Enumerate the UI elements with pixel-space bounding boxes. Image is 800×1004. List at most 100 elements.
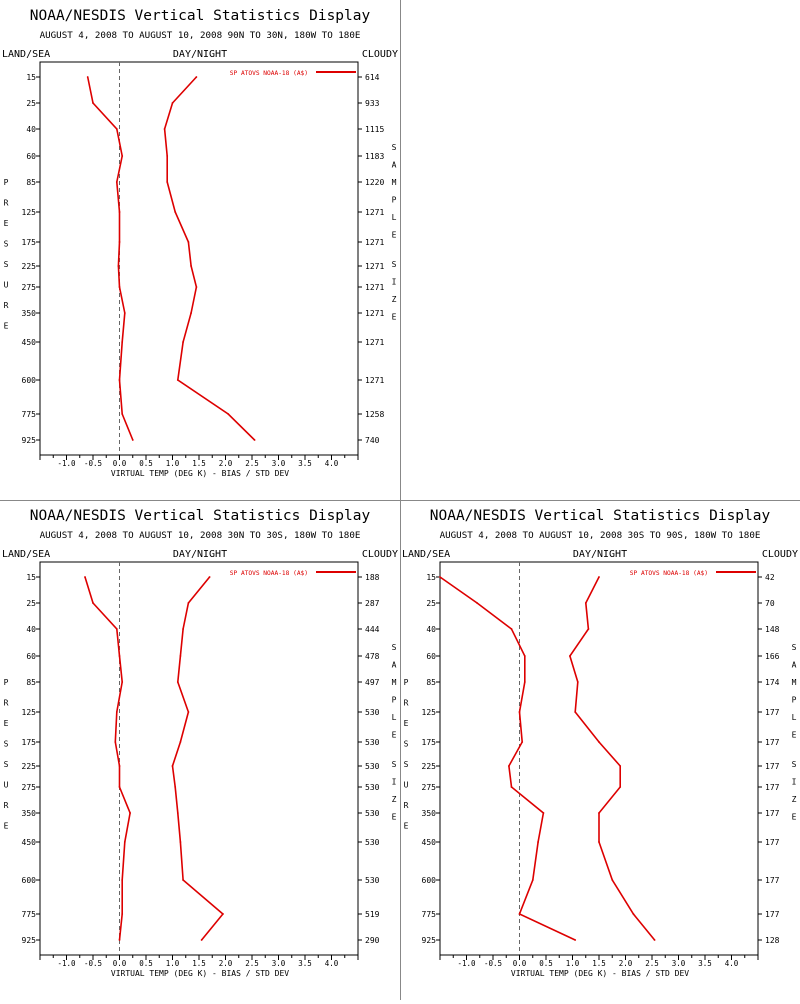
sample-size-label: 1271 [365, 208, 384, 217]
pressure-level-label: 225 [22, 762, 37, 771]
pressure-level-label: 15 [26, 573, 36, 582]
sample-size-label: 177 [765, 910, 780, 919]
sample-size-label: 530 [365, 762, 380, 771]
pressure-level-label: 85 [426, 678, 436, 687]
bias-point [518, 711, 521, 713]
stddev-point [598, 812, 600, 814]
sample-size-label: 177 [765, 838, 780, 847]
bias-point [118, 765, 121, 767]
stddev-point [171, 102, 174, 104]
stddev-point [190, 312, 193, 314]
stddev-point [584, 602, 587, 604]
bias-point [92, 102, 94, 104]
x-tick-label: -1.0 [57, 459, 76, 468]
pressure-level-label: 925 [22, 436, 37, 445]
sample-size-label: 1271 [365, 309, 384, 318]
sample-size-label: 1220 [365, 178, 384, 187]
pressure-level-label: 85 [26, 678, 36, 687]
bias-point [121, 413, 124, 415]
bias-point [84, 576, 86, 578]
bias-point [521, 741, 524, 743]
sample-size-label: 177 [765, 738, 780, 747]
pressure-level-label: 925 [22, 936, 37, 945]
pressure-level-label: 25 [426, 599, 436, 608]
x-tick-label: 0.5 [539, 959, 553, 968]
sample-size-label: 1271 [365, 262, 384, 271]
bias-point [114, 741, 117, 743]
pressure-level-label: 350 [422, 809, 437, 818]
x-tick-label: 2.0 [219, 459, 233, 468]
stddev-point [176, 379, 179, 381]
stddev-point [200, 939, 203, 941]
pressure-level-label: 60 [426, 652, 436, 661]
pressure-level-label: 25 [26, 599, 36, 608]
x-tick-label: 3.0 [272, 459, 286, 468]
pressure-level-label: 225 [22, 262, 37, 271]
bias-point [574, 939, 577, 941]
sample-size-label: 530 [365, 838, 380, 847]
sample-size-label: 933 [365, 99, 380, 108]
pressure-level-label: 175 [422, 738, 437, 747]
legend-label: SP ATOVS NOAA-18 (A$) [230, 570, 308, 577]
sample-size-label: 530 [365, 809, 380, 818]
bias-point [121, 681, 124, 683]
pressure-level-label: 275 [22, 783, 37, 792]
chart-title: NOAA/NESDIS Vertical Statistics Display [430, 508, 771, 524]
stddev-point [208, 576, 211, 578]
x-tick-label: 3.5 [698, 959, 712, 968]
x-tick-label: 3.0 [272, 959, 286, 968]
pressure-level-label: 225 [422, 762, 437, 771]
chart-svg: NOAA/NESDIS Vertical Statistics Display A… [2, 508, 398, 978]
x-tick-label: 0.0 [513, 959, 527, 968]
stddev-point [166, 155, 169, 157]
stddev-point [195, 286, 198, 288]
stddev-point [182, 341, 185, 343]
stddev-point [611, 879, 614, 881]
header-cloudy: CLOUDY [762, 549, 798, 560]
pressure-level-label: 350 [22, 809, 37, 818]
stddev-point [587, 628, 590, 630]
panel-south: NOAA/NESDIS Vertical Statistics Display A… [400, 500, 800, 1000]
x-tick-label: 1.5 [192, 959, 206, 968]
bias-point [115, 128, 118, 130]
chart-title: NOAA/NESDIS Vertical Statistics Display [30, 8, 371, 24]
stddev-point [569, 655, 571, 657]
stddev-point [179, 655, 182, 657]
bias-point [121, 879, 124, 881]
stddev-point [182, 628, 185, 630]
header-day-night: DAY/NIGHT [573, 549, 627, 560]
header-cloudy: CLOUDY [362, 549, 398, 560]
bias-point [123, 841, 126, 843]
x-tick-label: 2.5 [245, 959, 259, 968]
x-tick-label: 2.0 [619, 959, 633, 968]
sample-size-label: 148 [765, 625, 780, 634]
bias-point [115, 711, 118, 713]
bias-point [115, 181, 118, 183]
bias-point [510, 628, 513, 630]
sample-size-label: 478 [365, 652, 380, 661]
bias-point [510, 786, 513, 788]
pressure-level-label: 125 [22, 708, 37, 717]
pressure-level-label: 350 [22, 309, 37, 318]
sample-size-label: 290 [365, 936, 380, 945]
pressure-level-label: 60 [26, 652, 36, 661]
sample-size-label: 1258 [365, 410, 384, 419]
chart-subtitle: AUGUST 4, 2008 TO AUGUST 10, 2008 30N TO… [40, 530, 361, 541]
pressure-level-label: 775 [22, 910, 37, 919]
sample-size-label: 177 [765, 762, 780, 771]
x-tick-label: 0.5 [139, 459, 153, 468]
sample-size-label: 740 [365, 436, 380, 445]
stddev-point [598, 841, 600, 843]
bias-point [508, 765, 510, 767]
sample-size-label: 177 [765, 708, 780, 717]
plot-frame [39, 61, 359, 456]
x-tick-label: -1.0 [57, 959, 76, 968]
horizontal-divider [0, 500, 800, 501]
sample-size-label: 128 [765, 936, 780, 945]
bias-point [123, 312, 126, 314]
sample-size-label: 1271 [365, 376, 384, 385]
bias-point [118, 939, 121, 941]
sample-size-label: 530 [365, 708, 380, 717]
stddev-point [182, 879, 185, 881]
